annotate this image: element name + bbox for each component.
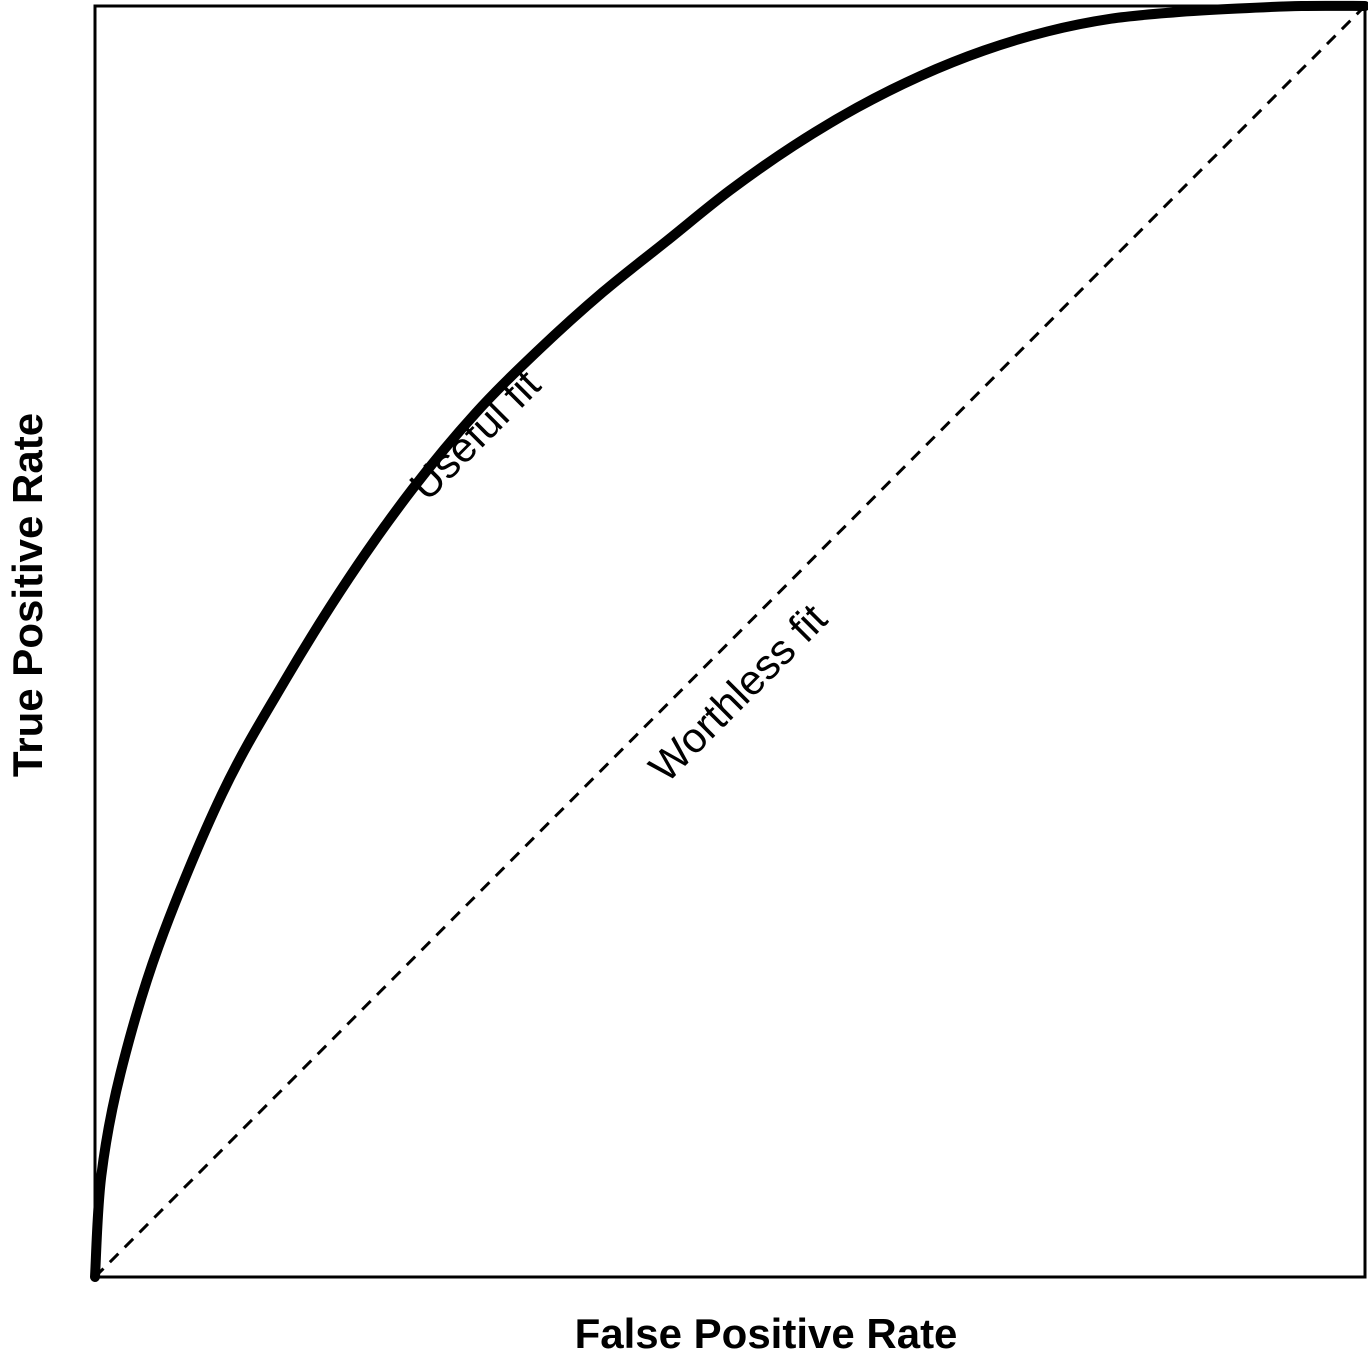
plot-frame (93, 4, 1367, 1279)
series-label-useful-fit: Useful fit (400, 360, 549, 509)
x-axis-title: False Positive Rate (575, 1310, 958, 1357)
series-label-worthless-fit: Worthless fit (640, 594, 836, 790)
series-line-useful-fit (90, 0, 1368, 1282)
series-layer (90, 0, 1368, 1282)
y-axis-title: True Positive Rate (4, 413, 51, 777)
series-line-worthless-fit (93, 4, 1367, 1279)
